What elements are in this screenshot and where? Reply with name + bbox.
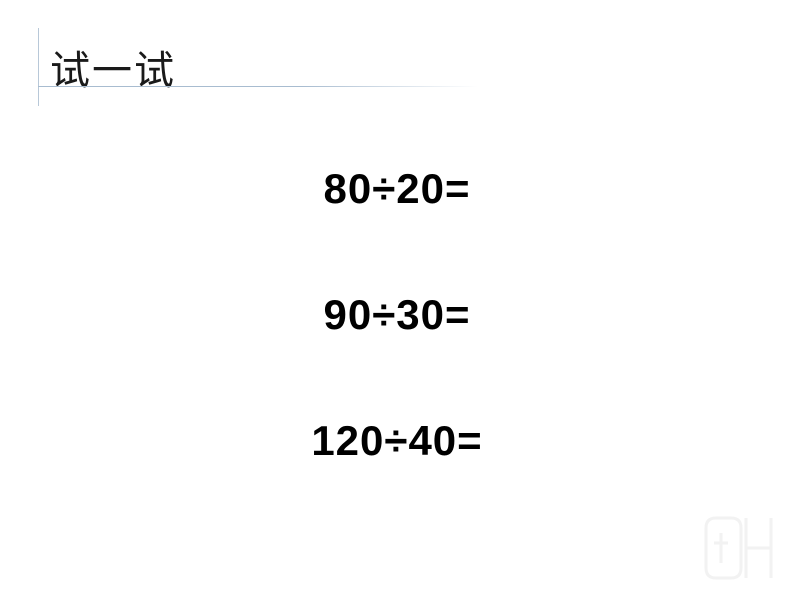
problem-2: 90÷30= — [0, 291, 794, 339]
title-vertical-line — [38, 28, 39, 106]
problem-3: 120÷40= — [0, 417, 794, 465]
problem-1: 80÷20= — [0, 165, 794, 213]
slide-title: 试一试 — [50, 38, 176, 96]
problems-container: 80÷20= 90÷30= 120÷40= — [0, 165, 794, 543]
title-horizontal-line — [38, 86, 478, 87]
